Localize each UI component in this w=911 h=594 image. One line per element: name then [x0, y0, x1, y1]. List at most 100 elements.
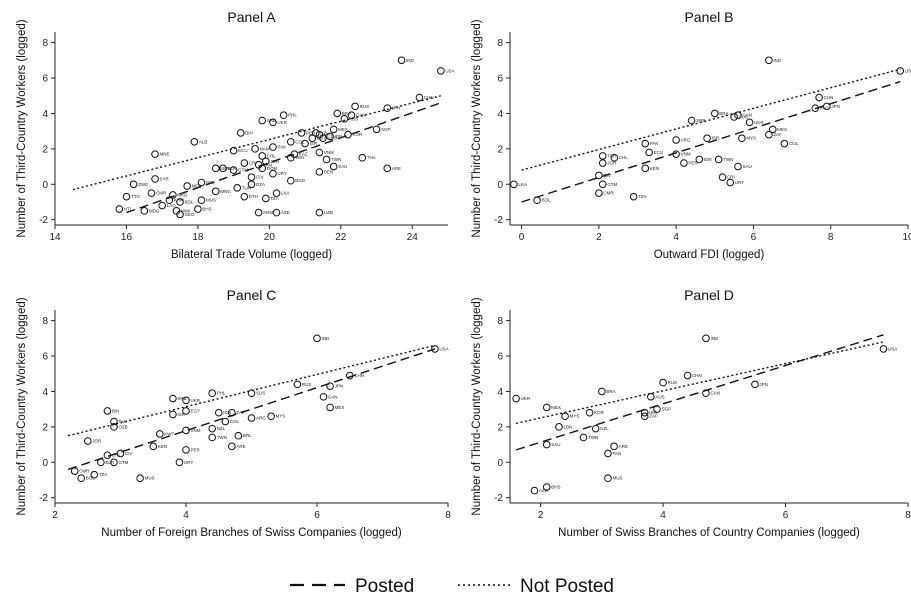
panel-d-point-aus	[647, 392, 655, 401]
panel-a-point-aus	[340, 114, 349, 123]
panel-b-point-usa	[896, 67, 905, 75]
panel-b-x-axis-label: Outward FDI (logged)	[654, 249, 765, 261]
panel-d-x-axis-label: Number of Swiss Branches of Country Comp…	[558, 527, 860, 539]
panel-a-point-blr	[219, 164, 227, 173]
panel-c-point-label-kwt: KWT	[164, 431, 174, 436]
panel-d-point-label-chn: CHN	[692, 373, 702, 378]
panel-a-point-label-ecu: ECU	[238, 148, 248, 153]
panel-a-point-jpn	[383, 104, 392, 112]
panel-a-point-label-mda: MDA	[192, 184, 202, 189]
panel-b-point-label-sau: SAU	[742, 164, 751, 169]
panel-a-point-label-mne: MNE	[160, 152, 170, 157]
panel-a-point-label-isr: ISR	[310, 141, 318, 146]
panel-b-point-label-tza: TZA	[638, 194, 647, 199]
panel-a-point-nzl	[312, 129, 320, 137]
panel-b-x-tick-label: 10	[902, 232, 911, 243]
panel-a-y-tick-label: 0	[42, 180, 48, 191]
panel-d-point-ukr	[512, 394, 520, 403]
panel-a-point-label-dom: DOM	[267, 166, 278, 171]
panel-a-point-label-mex: MEX	[338, 127, 348, 132]
panel-a-point-label-npl: NPL	[206, 180, 215, 185]
panel-d-point-are	[610, 442, 618, 451]
panel-a-point-sgp	[372, 125, 381, 134]
panel-c-point-chn	[345, 371, 354, 380]
panel-b-point-civ	[595, 171, 603, 180]
panel-b-point-tur	[598, 152, 607, 160]
panel-a-point-label-blr: BLR	[227, 166, 237, 171]
panel-a-point-label-lao: LAO	[167, 203, 177, 208]
panel-c-y-axis-label: Number of Third-Country Workers (logged)	[16, 297, 28, 515]
panel-a-point-label-aze: AZE	[281, 210, 290, 215]
panel-a-x-tick-label: 22	[335, 232, 347, 243]
panel-a-point-arm	[254, 208, 263, 217]
panel-b-point-label-cmr: CMR	[603, 191, 614, 196]
panel-c-y-tick-label: -2	[39, 493, 48, 504]
panel-c-title: Panel C	[227, 287, 277, 303]
panel-b-x-tick-label: 0	[519, 232, 525, 243]
panel-a-point-label-tun: TUN	[242, 185, 251, 190]
panel-d-y-tick-label: 4	[497, 387, 503, 398]
panel-b-point-label-mys: MYS	[746, 136, 756, 141]
panel-b-point-twn	[714, 155, 723, 164]
panel-a-point-ken	[211, 164, 220, 173]
panel-d-point-sau	[542, 440, 551, 449]
panel-c-point-per	[182, 446, 190, 454]
panel-a-point-label-cri: CRI	[249, 161, 257, 166]
panel-b-point-label-arg: ARG	[681, 138, 691, 143]
panel-c-point-isr	[169, 410, 177, 419]
panel-a-point-label-twn: TWN	[331, 157, 341, 162]
panel-c-point-brl	[234, 431, 243, 440]
panel-d-point-label-rus: RUS	[668, 380, 678, 385]
panel-b-point-label-lka: LKA	[518, 182, 527, 187]
panel-b-point-pak	[641, 139, 650, 148]
panel-a-point-label-ind: IND	[406, 58, 415, 63]
panel-b-x-tick-label: 2	[596, 232, 602, 243]
panel-c-point-label-vnm: VNM	[191, 428, 201, 433]
panel-c-point-label-nzl: NZL	[217, 426, 226, 431]
panel-a-point-idn	[326, 132, 334, 141]
panel-a-point-label-jor: JOR	[270, 159, 280, 164]
panel-b-x-tick-label: 4	[673, 232, 679, 243]
panel-c-point-civ	[116, 449, 125, 458]
panel-a-point-label-vnm: VNM	[324, 150, 334, 155]
panel-d-point-chn	[683, 371, 692, 380]
panel-a-point-mus	[197, 196, 206, 205]
panel-a-point-label-kor: KOR	[352, 132, 363, 137]
panel-a-point-label-pen: PEN	[324, 169, 333, 174]
panel-d-y-tick-label: 6	[497, 352, 503, 363]
panel-a-point-label-can: CAN	[356, 113, 366, 118]
panel-b-point-label-idn: IDN	[704, 157, 712, 162]
panel-a-point-alb	[190, 137, 199, 146]
panel-a-point-hti	[115, 205, 124, 213]
panel-b-point-label-ken: KEN	[650, 166, 659, 171]
panel-c-point-kwt	[156, 430, 164, 438]
panel-a-point-label-alb: ALB	[199, 139, 208, 144]
panel-c-posted-fit-line	[67, 348, 436, 471]
panel-a-x-axis-label: Bilateral Trade Volume (logged)	[171, 249, 332, 261]
panel-d-point-label-mex: MEX	[551, 405, 561, 410]
panel-a-point-label-col: COL	[295, 139, 305, 144]
panel-a-point-label-chl: CHL	[267, 153, 276, 158]
panel-a-point-label-bgd: BGD	[295, 178, 306, 183]
panel-d-point-label-zaf: ZAF	[649, 414, 658, 419]
panel-b-point-ukr	[745, 118, 754, 127]
panel-c-point-label-ind: IND	[322, 336, 331, 341]
panel-a-point-label-geo: GEO	[185, 212, 196, 217]
panel-b-point-label-rus: RUS	[820, 106, 830, 111]
panel-c-point-ozb	[110, 423, 118, 431]
panel-a-point-isr	[301, 139, 309, 148]
panel-a-point-cmr	[147, 189, 156, 197]
panel-c-y-tick-label: 6	[42, 352, 48, 363]
panel-a-x-tick-label: 14	[49, 232, 61, 243]
panel-d-point-label-usa: USA	[888, 346, 897, 351]
panel-a-point-chl	[258, 152, 267, 160]
panel-b-point-rus	[811, 104, 820, 112]
panel-a-point-kor	[344, 130, 352, 139]
panel-c-point-label-can: CAN	[328, 394, 338, 399]
panel-a-point-label-usa: USA	[445, 68, 454, 73]
panel-b-point-chn	[815, 93, 823, 102]
panel-a-point-tha	[358, 153, 367, 162]
panel-b-point-label-usa: USA	[905, 68, 911, 73]
panel-a-point-label-bih: BIH	[245, 130, 253, 135]
